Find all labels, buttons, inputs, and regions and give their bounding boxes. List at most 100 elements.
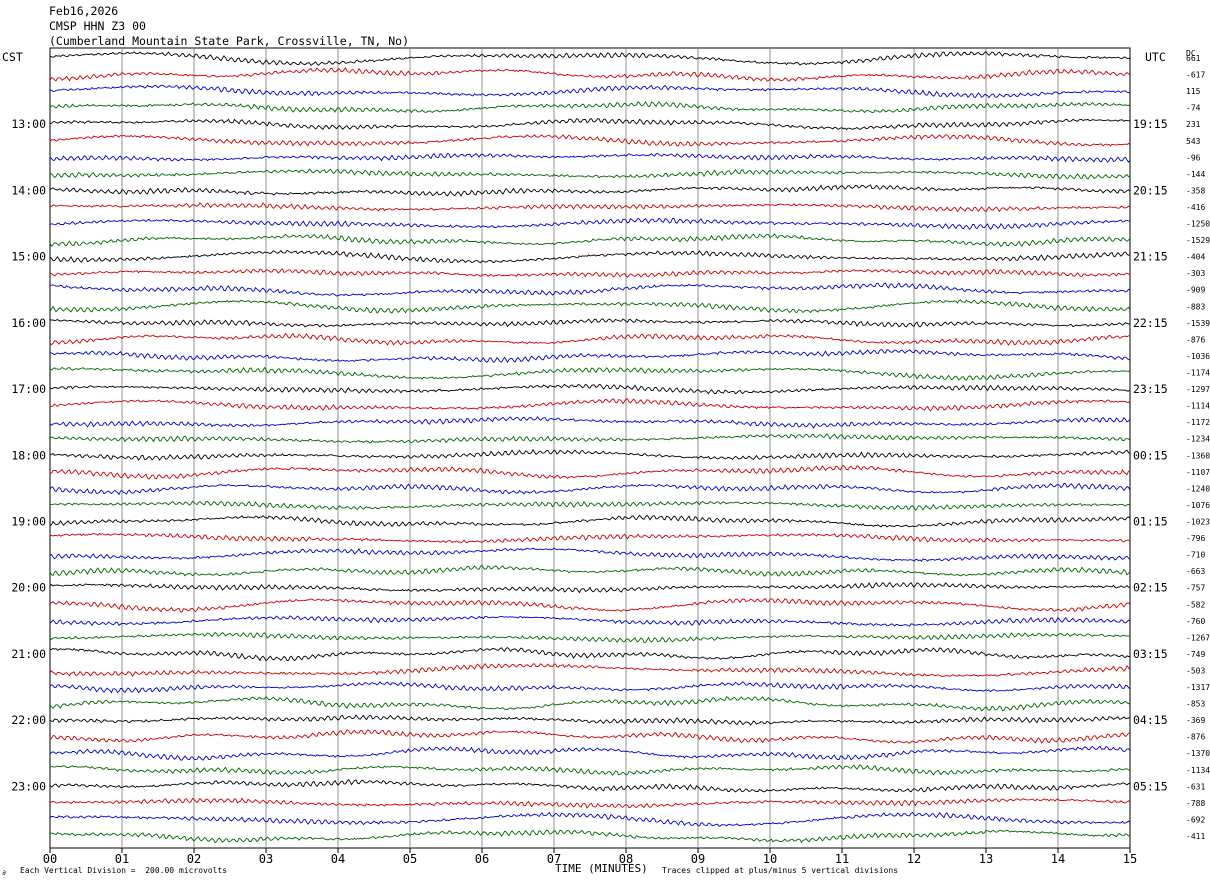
utc-hour-label: 19:15: [1133, 117, 1168, 131]
seismic-trace: [49, 383, 1131, 395]
dc-offset-label: -404: [1186, 253, 1205, 262]
seismic-trace: [49, 482, 1131, 496]
seismic-trace: [49, 118, 1131, 131]
dc-offset-label: 661: [1186, 54, 1201, 63]
seismic-trace: [49, 532, 1131, 544]
seismic-trace: [49, 464, 1131, 480]
seismic-trace: [49, 249, 1131, 264]
seismic-trace: [49, 647, 1131, 662]
dc-offset-label: -1036: [1186, 352, 1210, 361]
seismic-trace: [49, 695, 1131, 712]
dc-offset-label: -503: [1186, 666, 1205, 675]
dc-offset-label: -909: [1186, 286, 1205, 295]
cst-hour-label: 16:00: [11, 316, 46, 330]
utc-hour-label: 05:15: [1133, 779, 1168, 793]
seismic-trace: [49, 797, 1131, 809]
cst-hour-label: 18:00: [11, 448, 46, 462]
dc-offset-label: 115: [1186, 87, 1201, 96]
dc-offset-label: -74: [1186, 104, 1201, 113]
x-tick-label: 12: [907, 852, 921, 866]
dc-offset-label: -1240: [1186, 484, 1210, 493]
header-location: (Cumberland Mountain State Park, Crossvi…: [49, 34, 410, 48]
dc-offset-label: -692: [1186, 815, 1205, 824]
dc-offset-label: -1317: [1186, 683, 1210, 692]
seismic-trace: [49, 134, 1131, 147]
seismic-trace: [49, 778, 1130, 793]
seismic-trace: [49, 581, 1131, 594]
dc-offset-label: -1370: [1186, 749, 1210, 758]
seismic-trace: [49, 597, 1131, 613]
seismic-trace: [49, 547, 1131, 562]
dc-offset-label: -303: [1186, 269, 1205, 278]
seismic-trace: [49, 500, 1131, 511]
dc-offset-label: -757: [1186, 584, 1205, 593]
seismic-trace: [49, 745, 1131, 761]
dc-offset-label: -1250: [1186, 220, 1210, 229]
utc-hour-label: 22:15: [1133, 316, 1168, 330]
dc-offset-label: -411: [1186, 832, 1205, 841]
cst-hour-label: 19:00: [11, 514, 46, 528]
dc-offset-label: -358: [1186, 186, 1205, 195]
header-station: CMSP HHN Z3 00: [49, 19, 146, 33]
dc-offset-label: -876: [1186, 335, 1205, 344]
seismic-trace: [49, 681, 1131, 694]
seismic-trace: [49, 433, 1131, 444]
cst-hour-label: 23:00: [11, 779, 46, 793]
utc-hour-label: 04:15: [1133, 713, 1168, 727]
dc-offset-label: -1529: [1186, 236, 1210, 245]
dc-offset-label: -1360: [1186, 451, 1210, 460]
seismic-trace: [49, 663, 1131, 678]
x-tick-label: 07: [547, 852, 561, 866]
dc-offset-label: -853: [1186, 700, 1205, 709]
dc-offset-label: -1297: [1186, 385, 1210, 394]
utc-hour-label: 21:15: [1133, 250, 1168, 264]
cst-hour-label: 20:00: [11, 581, 46, 595]
dc-offset-label: -883: [1186, 302, 1205, 311]
corner-mark: ∂: [2, 869, 7, 877]
utc-hour-label: 00:15: [1133, 448, 1168, 462]
dc-offset-label: -663: [1186, 567, 1205, 576]
dc-offset-label: -416: [1186, 203, 1205, 212]
seismic-trace: [49, 217, 1131, 231]
cst-hour-label: 13:00: [11, 117, 46, 131]
dc-offset-label: -1023: [1186, 517, 1210, 526]
dc-offset-label: -369: [1186, 716, 1205, 725]
x-tick-label: 14: [1051, 852, 1065, 866]
dc-offset-label: -617: [1186, 71, 1205, 80]
x-tick-label: 05: [403, 852, 417, 866]
seismic-trace: [49, 811, 1131, 827]
cst-hour-label: 15:00: [11, 250, 46, 264]
x-tick-label: 03: [259, 852, 273, 866]
dc-offset-label: -96: [1186, 153, 1201, 162]
seismic-trace: [49, 631, 1131, 643]
dc-offset-label: -876: [1186, 733, 1205, 742]
seismic-trace: [49, 202, 1131, 213]
x-tick-label: 09: [691, 852, 705, 866]
seismic-trace: [49, 829, 1131, 844]
utc-hour-label: 01:15: [1133, 514, 1168, 528]
clip-note: Traces clipped at plus/minus 5 vertical …: [662, 866, 899, 875]
x-tick-label: 01: [115, 852, 129, 866]
dc-offset-label: -1174: [1186, 369, 1210, 378]
x-tick-label: 11: [835, 852, 849, 866]
seismic-trace: [49, 268, 1131, 278]
seismic-trace: [49, 184, 1131, 197]
seismic-trace: [49, 318, 1131, 328]
dc-offset-label: -1267: [1186, 633, 1210, 642]
right-timezone-label: UTC: [1145, 50, 1166, 64]
seismic-trace: [49, 233, 1131, 248]
dc-offset-label: -760: [1186, 617, 1205, 626]
seismic-trace: [49, 348, 1130, 364]
seismic-trace: [49, 416, 1131, 429]
scale-note: Each Vertical Division = 200.00 microvol…: [20, 866, 228, 875]
seismic-trace: [49, 398, 1131, 412]
dc-offset-label: 231: [1186, 120, 1201, 129]
dc-offset-label: -631: [1186, 782, 1205, 791]
dc-offset-label: -1539: [1186, 319, 1210, 328]
seismic-trace: [49, 282, 1131, 297]
seismic-trace: [49, 51, 1131, 67]
utc-hour-label: 20:15: [1133, 183, 1168, 197]
dc-offset-label: -796: [1186, 534, 1205, 543]
dc-offset-label: -788: [1186, 799, 1205, 808]
